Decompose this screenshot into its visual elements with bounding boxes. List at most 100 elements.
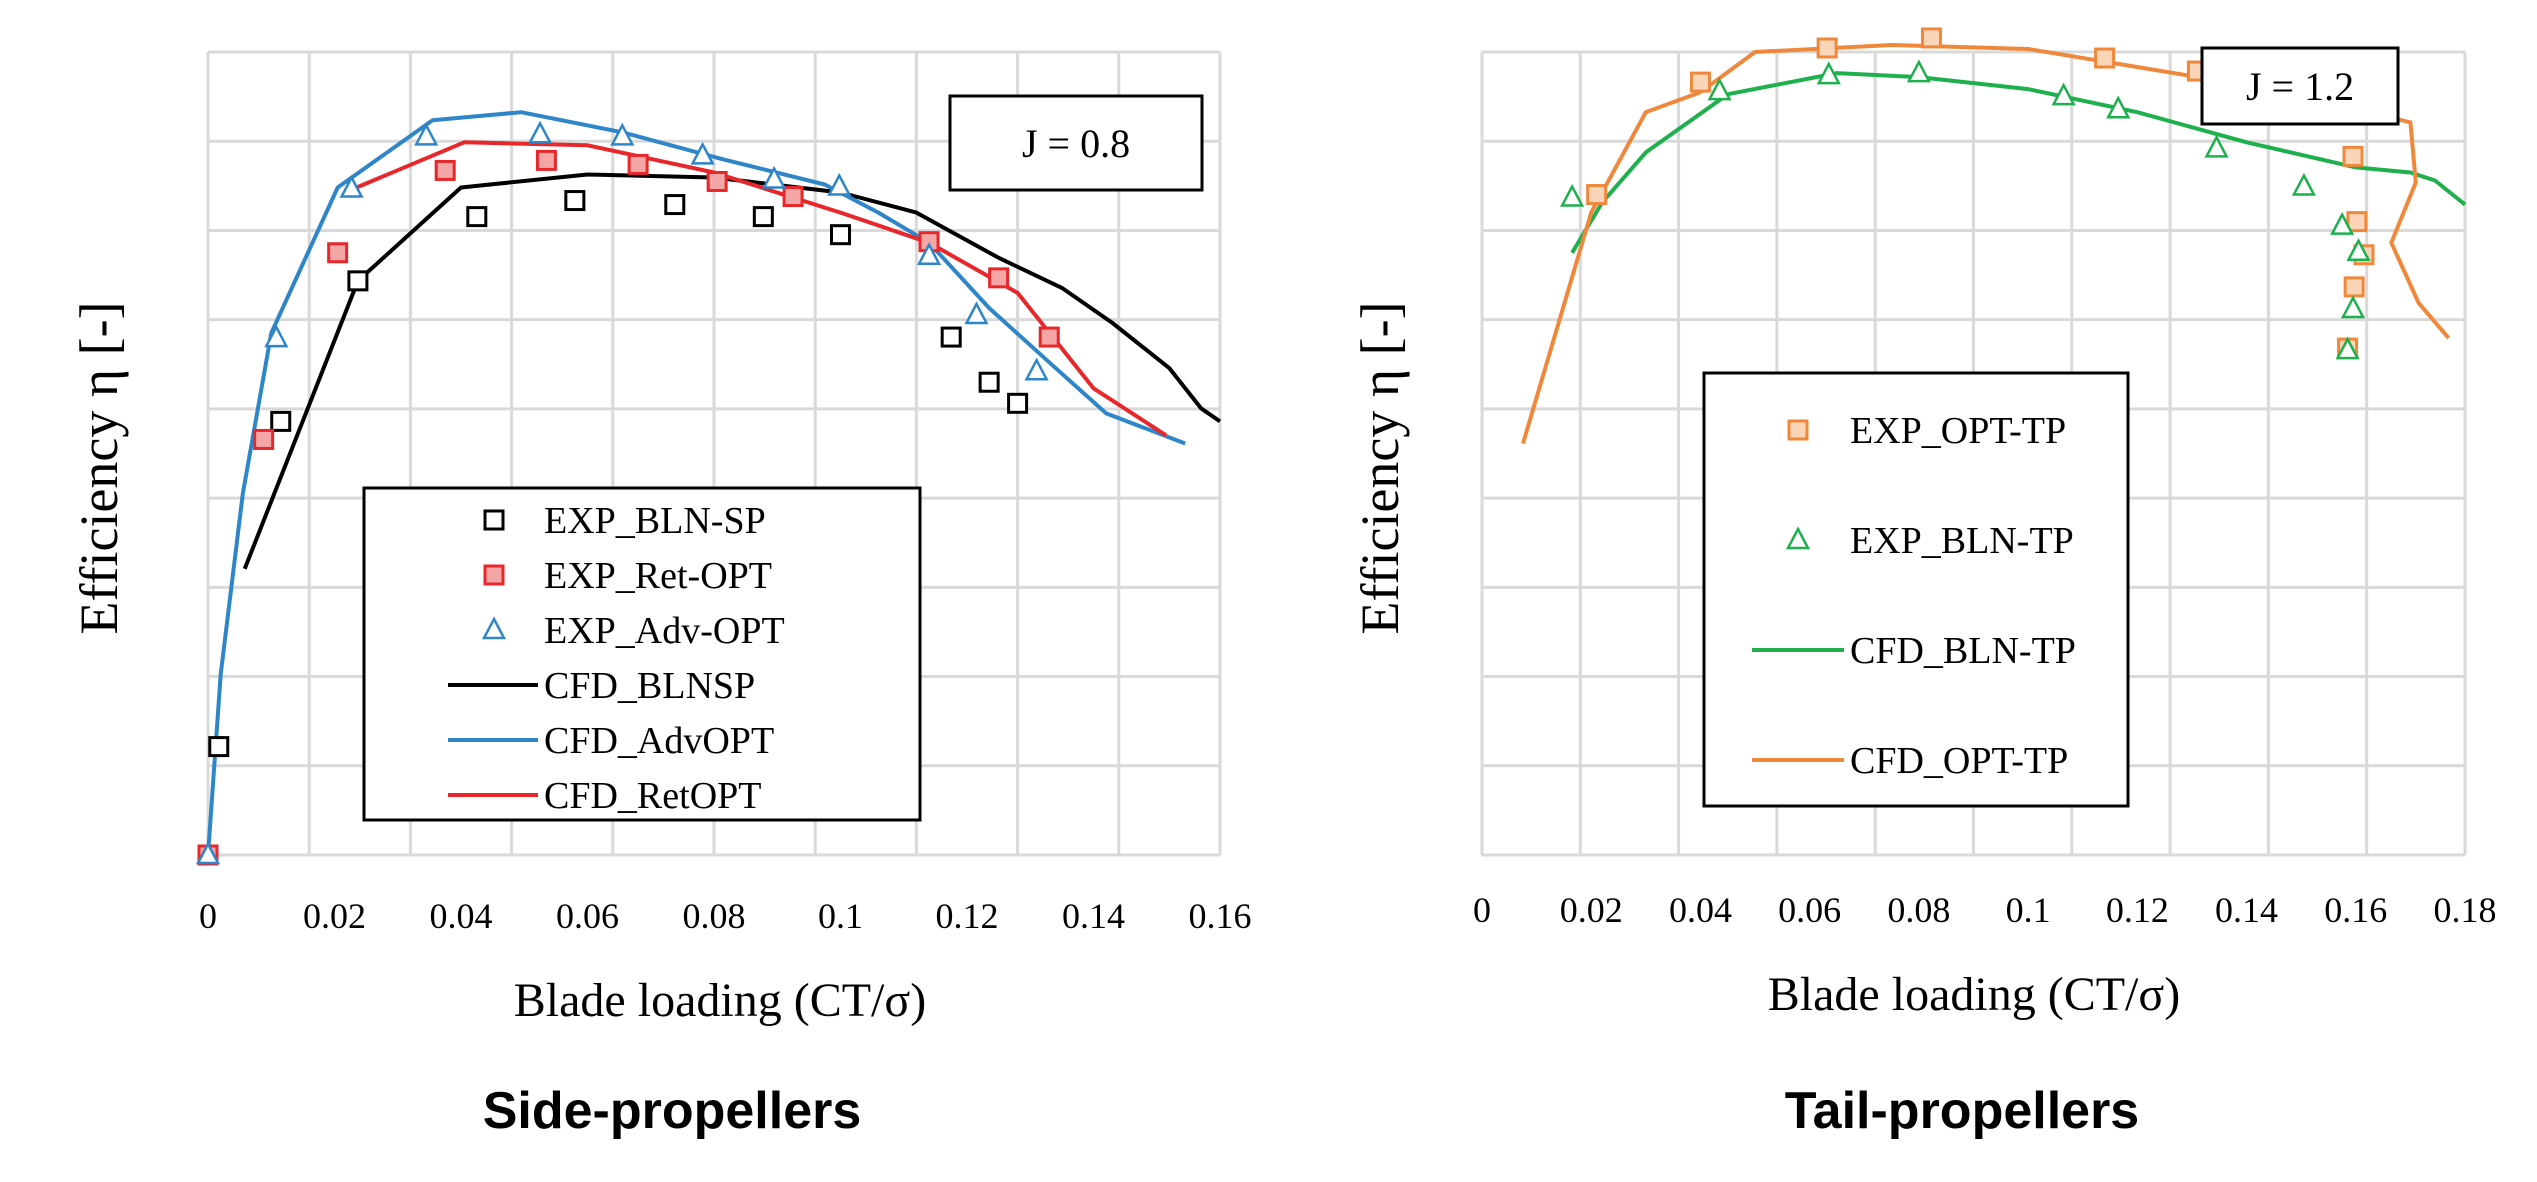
data-point-exp-adv-opt (827, 172, 852, 196)
data-point-exp-bln-tp (2204, 134, 2229, 158)
x-tick-label: 0.12 (2106, 890, 2169, 930)
legend-marker-exp-bln-tp (1785, 526, 1811, 550)
data-point-exp-opt-tp (1920, 27, 1942, 49)
annotation-frame (2200, 46, 2400, 126)
data-point-exp-bln-tp (1816, 61, 1841, 85)
data-point-exp-bln-sp (564, 190, 586, 212)
x-tick-label: 0 (199, 896, 217, 936)
legend-label-exp-bln-tp: EXP_BLN-TP (1850, 520, 2074, 562)
data-point-exp-adv-opt (414, 122, 439, 146)
side-propellers-chart: 0 0.02 0.04 0.06 0.08 0.1 0.12 0.14 0.16 J = 0.8… (69, 50, 1252, 1140)
data-point-exp-opt-tp (2343, 276, 2365, 298)
x-tick-label: 0.04 (430, 896, 493, 936)
tail-propellers-chart: 0 0.02 0.04 0.06 0.08 0.1 0.12 0.14 0.16 0.18 J =… (1350, 27, 2497, 1140)
x-tick-label: 0.18 (2434, 890, 2497, 930)
x-tick-label: 0.14 (2215, 890, 2278, 930)
legend-marker-exp-adv-opt (481, 616, 507, 640)
series-line-cfd-blnsp (242, 172, 1222, 570)
legend-label-cfd-bln-tp: CFD_BLN-TP (1850, 630, 2076, 672)
data-point-exp-opt-tp (2342, 145, 2364, 167)
x-tick-label: 0.06 (1778, 890, 1841, 930)
exp-markers (195, 120, 1060, 866)
x-tick-labels: 0 0.02 0.04 0.06 0.08 0.1 0.12 0.14 0.16 0.18 (1473, 890, 2497, 930)
annotation-box: J = 0.8 (948, 94, 1204, 192)
legend-frame (1702, 371, 2130, 808)
data-point-exp-ret-opt (327, 242, 349, 264)
legend-label-cfd-advopt: CFD_AdvOPT (544, 720, 774, 762)
data-point-exp-adv-opt (762, 165, 787, 189)
annotation-text: J = 0.8 (1022, 121, 1130, 166)
data-point-exp-bln-sp (940, 326, 962, 348)
panel-caption: Tail-propellers (1785, 1082, 2139, 1140)
data-point-exp-opt-tp (2346, 211, 2368, 233)
x-tick-label: 0.06 (556, 896, 619, 936)
legend-marker-exp-bln-sp (483, 509, 505, 531)
series-line-cfd-bln-tp (1570, 71, 2467, 254)
x-tick-labels: 0 0.02 0.04 0.06 0.08 0.1 0.12 0.14 0.16 (199, 896, 1252, 936)
annotation-text: J = 1.2 (2246, 64, 2354, 109)
data-point-exp-bln-tp (1560, 183, 1585, 207)
x-axis-label: Blade loading (CT/σ) (1768, 968, 2180, 1021)
legend-marker-exp-opt-tp (1787, 419, 1809, 441)
x-tick-label: 0 (1473, 890, 1491, 930)
annotation-frame (948, 94, 1204, 192)
panel-caption: Side-propellers (483, 1082, 862, 1140)
x-tick-label: 0.02 (303, 896, 366, 936)
legend-label-exp-adv-opt: EXP_Adv-OPT (544, 610, 785, 652)
data-point-exp-bln-tp (1707, 77, 1732, 101)
data-point-exp-bln-sp (466, 206, 488, 228)
legend-marker-exp-ret-opt (483, 564, 505, 586)
data-point-exp-bln-tp (2330, 211, 2355, 235)
x-tick-label: 0.04 (1669, 890, 1732, 930)
data-point-exp-adv-opt (527, 120, 553, 144)
cfd-lines (206, 110, 1222, 856)
data-point-exp-opt-tp (1689, 71, 1711, 93)
data-point-exp-bln-tp (2106, 95, 2131, 119)
data-point-exp-adv-opt (610, 122, 635, 146)
series-line-cfd-advopt (206, 110, 1186, 856)
data-point-exp-ret-opt (253, 428, 275, 450)
data-point-exp-ret-opt (706, 170, 728, 192)
data-point-exp-bln-tp (2291, 172, 2316, 196)
legend: EXP_BLN-SP EXP_Ret-OPT EXP_Adv-OPT CFD_BLNS… (362, 486, 922, 822)
x-tick-label: 0.16 (2324, 890, 2387, 930)
x-tick-label: 0.08 (1887, 890, 1950, 930)
data-point-exp-bln-sp (664, 194, 686, 216)
data-point-exp-bln-sp (1007, 392, 1029, 414)
data-point-exp-bln-tp (1906, 59, 1931, 83)
x-tick-label: 0.1 (2006, 890, 2051, 930)
data-point-exp-bln-sp (347, 270, 369, 292)
legend-label-cfd-blnsp: CFD_BLNSP (544, 665, 755, 707)
legend-label-cfd-opt-tp: CFD_OPT-TP (1850, 740, 2068, 782)
data-point-exp-bln-tp (2340, 295, 2366, 319)
data-point-exp-adv-opt (1024, 357, 1049, 381)
x-axis-label: Blade loading (CT/σ) (514, 974, 926, 1027)
data-point-exp-ret-opt (627, 153, 649, 175)
data-point-exp-adv-opt (964, 301, 989, 325)
legend-label-exp-bln-sp: EXP_BLN-SP (544, 500, 766, 542)
series-line-cfd-retopt (355, 140, 1168, 438)
data-point-exp-bln-sp (270, 410, 292, 432)
data-point-exp-opt-tp (1816, 37, 1838, 59)
data-point-exp-opt-tp (2094, 47, 2116, 69)
data-point-exp-adv-opt (690, 141, 715, 165)
x-tick-label: 0.16 (1189, 896, 1252, 936)
data-point-exp-bln-sp (978, 371, 1000, 393)
y-axis-label: Efficiency η [-] (1350, 301, 1410, 634)
annotation-box: J = 1.2 (2200, 46, 2400, 126)
data-point-exp-adv-opt (264, 324, 289, 348)
data-point-exp-bln-sp (208, 736, 230, 758)
data-point-exp-bln-tp (2335, 336, 2360, 360)
legend-label-cfd-retopt: CFD_RetOPT (544, 775, 761, 817)
legend-label-exp-opt-tp: EXP_OPT-TP (1850, 410, 2066, 452)
data-point-exp-adv-opt (339, 174, 364, 198)
y-axis-label: Efficiency η [-] (69, 301, 129, 634)
data-point-exp-ret-opt (782, 186, 804, 208)
x-tick-label: 0.12 (936, 896, 999, 936)
data-point-exp-bln-sp (830, 224, 851, 246)
data-point-exp-ret-opt (535, 149, 557, 171)
data-point-exp-ret-opt (988, 267, 1010, 289)
data-point-exp-bln-tp (2346, 238, 2371, 261)
x-tick-label: 0.1 (818, 896, 863, 936)
